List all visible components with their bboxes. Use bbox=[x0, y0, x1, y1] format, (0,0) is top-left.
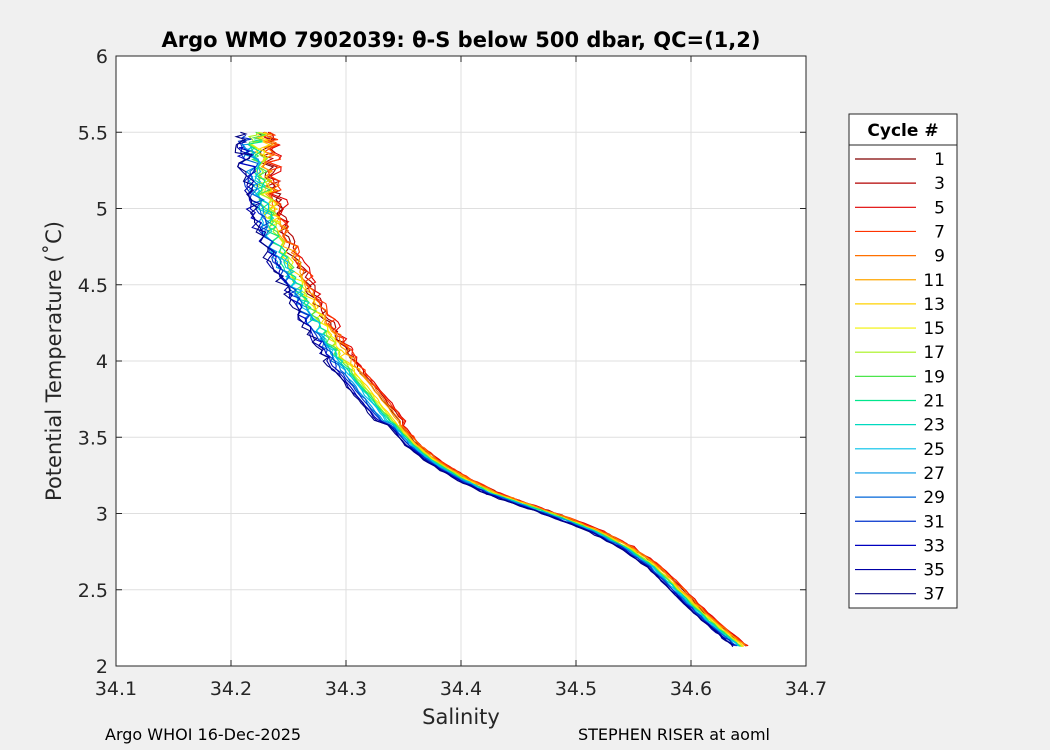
y-tick-label: 6 bbox=[96, 46, 108, 68]
legend-label-cycle-13: 13 bbox=[923, 295, 945, 315]
legend-label-cycle-5: 5 bbox=[934, 198, 945, 218]
series-line-cycle-31 bbox=[237, 134, 737, 647]
footer-right-credit: STEPHEN RISER at aoml bbox=[578, 725, 770, 744]
y-axis-label: Potential Temperature (˚C) bbox=[42, 221, 66, 501]
series-line-cycle-9 bbox=[262, 131, 747, 646]
legend-label-cycle-29: 29 bbox=[923, 488, 945, 508]
axis-ticks: 34.1 34.2 34.3 34.4 34.5 34.6 34.7 2 2.5 3 3.5 4 4.5… bbox=[78, 46, 827, 700]
legend-label-cycle-17: 17 bbox=[923, 343, 945, 363]
x-tick-label: 34.7 bbox=[785, 678, 827, 700]
x-axis-label: Salinity bbox=[422, 705, 500, 729]
legend-label-cycle-25: 25 bbox=[923, 440, 945, 460]
y-tick-label: 4 bbox=[96, 351, 108, 373]
chart-title: Argo WMO 7902039: θ-S below 500 dbar, QC… bbox=[162, 28, 761, 52]
footer-left-credit: Argo WHOI 16-Dec-2025 bbox=[105, 725, 302, 744]
legend-title: Cycle # bbox=[867, 121, 938, 141]
x-tick-label: 34.3 bbox=[325, 678, 367, 700]
series-line-cycle-19 bbox=[248, 131, 742, 647]
legend-label-cycle-33: 33 bbox=[923, 536, 945, 556]
series-line-cycle-37 bbox=[234, 131, 734, 648]
legend-label-cycle-21: 21 bbox=[923, 392, 945, 412]
profile-series bbox=[234, 131, 749, 648]
x-tick-label: 34.4 bbox=[440, 678, 482, 700]
legend-label-cycle-15: 15 bbox=[923, 319, 945, 339]
legend-box bbox=[848, 113, 958, 609]
x-tick-label: 34.1 bbox=[95, 678, 137, 700]
y-tick-label: 3.5 bbox=[78, 427, 108, 449]
y-tick-label: 3 bbox=[96, 504, 108, 526]
legend-label-cycle-9: 9 bbox=[934, 247, 945, 267]
legend-label-cycle-19: 19 bbox=[923, 367, 945, 387]
legend-label-cycle-35: 35 bbox=[923, 561, 945, 581]
y-tick-label: 5 bbox=[96, 199, 108, 221]
legend-label-cycle-11: 11 bbox=[923, 271, 945, 291]
legend-label-cycle-1: 1 bbox=[934, 150, 945, 170]
x-tick-label: 34.6 bbox=[670, 678, 712, 700]
legend-label-cycle-27: 27 bbox=[923, 464, 945, 484]
y-tick-label: 2.5 bbox=[78, 580, 108, 602]
legend-label-cycle-23: 23 bbox=[923, 416, 945, 436]
y-tick-label: 5.5 bbox=[78, 122, 108, 144]
legend: Cycle # 13579111315171921232527293133353… bbox=[848, 113, 958, 609]
legend-label-cycle-37: 37 bbox=[923, 585, 945, 605]
x-tick-label: 34.2 bbox=[210, 678, 252, 700]
legend-label-cycle-3: 3 bbox=[934, 174, 945, 194]
y-tick-label: 4.5 bbox=[78, 275, 108, 297]
y-tick-label: 2 bbox=[96, 656, 108, 678]
series-line-cycle-11 bbox=[255, 131, 745, 646]
legend-label-cycle-7: 7 bbox=[934, 222, 945, 242]
legend-label-cycle-31: 31 bbox=[923, 512, 945, 532]
x-tick-label: 34.5 bbox=[555, 678, 597, 700]
